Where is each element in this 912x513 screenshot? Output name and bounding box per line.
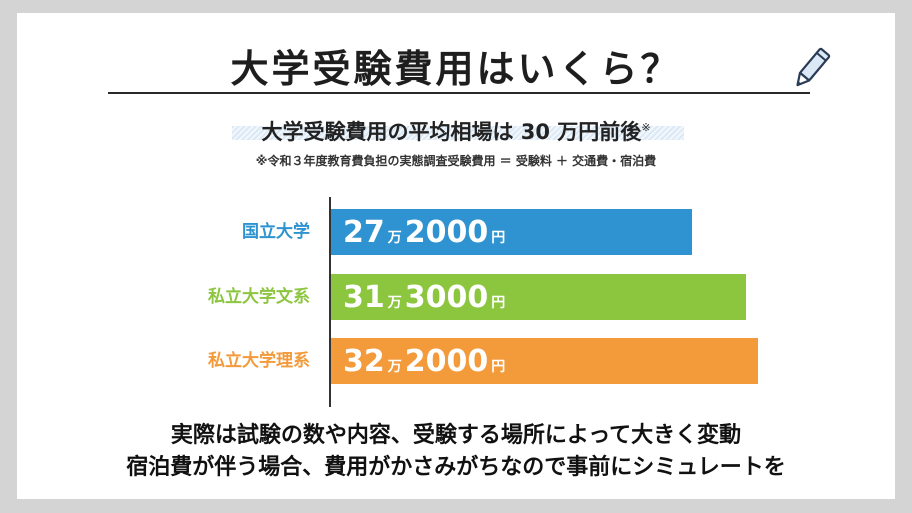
bar-value-rest: 2000 <box>404 214 489 250</box>
bar-value-man: 31 <box>343 279 385 315</box>
card-background <box>17 13 895 499</box>
bar-value-rest: 2000 <box>404 343 489 379</box>
bar: 27 万 2000 円 <box>331 209 692 255</box>
category-label: 私立大学文系 <box>208 287 310 307</box>
bar-value-rest: 3000 <box>404 279 489 315</box>
bar-value-man-unit: 万 <box>387 294 402 311</box>
bar-value-man: 32 <box>343 343 385 379</box>
bar-value-man: 27 <box>343 214 385 250</box>
y-axis-line <box>329 197 331 407</box>
pencil-icon <box>796 47 831 87</box>
category-label: 国立大学 <box>242 222 310 242</box>
bottom-line-1: 実際は試験の数や内容、受験する場所によって大きく変動 <box>170 423 742 448</box>
bar: 31 万 3000 円 <box>331 274 746 320</box>
subtitle-text: 大学受験費用の平均相場は 30 万円前後 <box>261 120 642 144</box>
category-label: 私立大学理系 <box>208 351 310 371</box>
bar: 32 万 2000 円 <box>331 338 758 384</box>
subtitle-footnote-mark: ※ <box>641 121 651 134</box>
bottom-message: 実際は試験の数や内容、受験する場所によって大きく変動 宿泊費が伴う場合、費用がか… <box>0 420 912 484</box>
bar-value-man-unit: 万 <box>387 229 402 246</box>
footnote: ※令和３年度教育費負担の実態調査受験費用 ＝ 受験料 ＋ 交通費・宿泊費 <box>255 154 657 168</box>
subtitle-highlight <box>232 126 684 140</box>
bar-value-man-unit: 万 <box>387 358 402 375</box>
bar-value-yen-unit: 円 <box>491 358 506 375</box>
subtitle: 大学受験費用の平均相場は 30 万円前後※ <box>0 116 912 146</box>
bar-value-yen-unit: 円 <box>491 294 506 311</box>
page-title: 大学受験費用はいくら？ <box>230 47 682 91</box>
bar-value-yen-unit: 円 <box>491 229 506 246</box>
bottom-line-2: 宿泊費が伴う場合、費用がかさみがちなので事前にシミュレートを <box>126 455 786 480</box>
title-underline <box>108 92 810 94</box>
